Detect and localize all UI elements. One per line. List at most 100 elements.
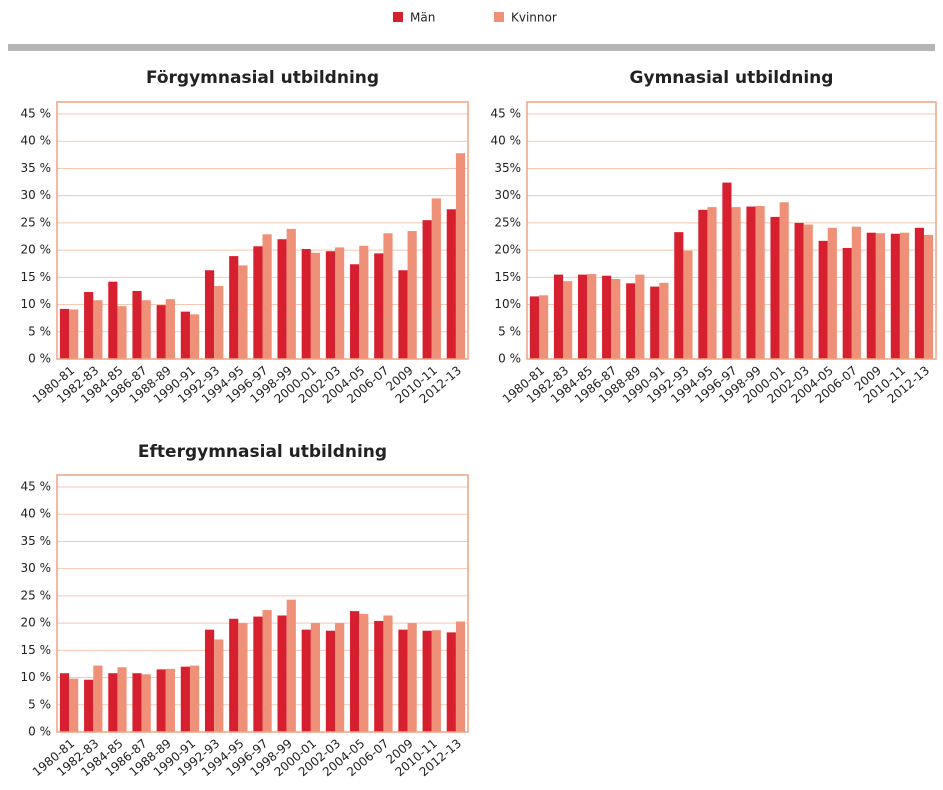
bar	[132, 290, 142, 359]
y-tick-label: 10 %	[21, 670, 52, 684]
y-tick-label: 0 %	[28, 352, 51, 366]
separator	[8, 44, 935, 51]
bar	[108, 281, 118, 359]
bar	[350, 611, 360, 732]
bar	[132, 673, 142, 732]
bar	[93, 665, 103, 732]
bar	[141, 674, 151, 732]
bar	[238, 265, 248, 359]
bar	[189, 665, 200, 732]
bar	[818, 240, 828, 359]
bar	[407, 231, 417, 359]
bar	[359, 613, 369, 732]
bar	[794, 222, 804, 359]
bar	[69, 309, 79, 359]
bar	[431, 198, 441, 359]
chart-title: Gymnasial utbildning	[630, 68, 834, 88]
bar	[659, 282, 669, 359]
bar	[383, 615, 393, 732]
bar	[262, 234, 272, 359]
y-tick-label: 15 %	[21, 270, 52, 284]
bar	[398, 629, 408, 732]
bar	[180, 666, 190, 732]
bar	[84, 292, 94, 359]
bar	[422, 220, 432, 359]
bar	[325, 630, 336, 732]
plot-frame	[56, 474, 469, 733]
bar	[578, 274, 588, 359]
bar	[779, 202, 789, 359]
bar	[301, 629, 311, 732]
y-tick-label: 25 %	[21, 588, 52, 602]
bar	[650, 286, 660, 359]
y-tick-label: 5 %	[28, 697, 51, 711]
bar	[350, 264, 360, 359]
bar	[770, 216, 780, 359]
bar	[731, 207, 741, 359]
y-tick-label: 45 %	[21, 480, 52, 494]
bar	[301, 249, 311, 359]
bar	[602, 275, 612, 359]
bar	[335, 623, 345, 732]
bar	[141, 300, 151, 359]
bar	[93, 300, 103, 359]
bar	[214, 639, 224, 732]
y-tick-label: 25 %	[21, 215, 52, 229]
bar	[108, 673, 118, 732]
bar	[866, 232, 876, 359]
bar	[277, 239, 287, 359]
bar	[707, 207, 717, 359]
bar	[286, 599, 296, 732]
bar	[563, 281, 573, 359]
legend-label: Män	[410, 11, 435, 25]
bar	[229, 618, 239, 732]
bar	[422, 630, 432, 732]
bar	[842, 247, 852, 359]
bar	[455, 153, 466, 359]
legend-swatch	[494, 12, 504, 22]
y-tick-label: 15%	[494, 270, 521, 284]
bar	[204, 270, 215, 359]
bar	[683, 250, 693, 359]
bar	[553, 274, 564, 359]
bar	[156, 305, 166, 359]
bar	[851, 226, 861, 359]
bar	[359, 245, 369, 359]
bar	[277, 615, 287, 732]
y-tick-label: 40 %	[21, 134, 52, 148]
bar	[180, 311, 190, 359]
bar	[59, 308, 70, 359]
bar	[923, 234, 934, 359]
bar	[204, 629, 215, 732]
y-tick-label: 45 %	[21, 107, 52, 121]
plot-frame	[56, 101, 469, 360]
y-tick-label: 20 %	[21, 616, 52, 630]
bar	[626, 283, 636, 359]
y-tick-label: 35 %	[21, 534, 52, 548]
bar	[262, 610, 272, 732]
bar	[156, 669, 166, 732]
bar	[229, 256, 239, 359]
bar	[84, 679, 94, 732]
y-tick-label: 25%	[494, 215, 521, 229]
bar	[722, 182, 732, 359]
y-tick-label: 20%	[494, 243, 521, 257]
bar	[827, 227, 837, 359]
y-tick-label: 30%	[494, 188, 521, 202]
bar	[455, 621, 466, 732]
bar	[587, 274, 597, 359]
y-tick-label: 40 %	[21, 507, 52, 521]
bar	[803, 224, 813, 359]
y-tick-label: 30 %	[21, 188, 52, 202]
bar	[698, 209, 708, 359]
bar	[335, 247, 345, 359]
bar	[674, 232, 684, 359]
bar	[59, 673, 70, 732]
bar	[238, 623, 248, 732]
bar	[746, 206, 756, 359]
y-tick-label: 10 %	[21, 297, 52, 311]
bar	[890, 233, 900, 359]
bar	[310, 623, 321, 732]
bar	[374, 253, 384, 359]
